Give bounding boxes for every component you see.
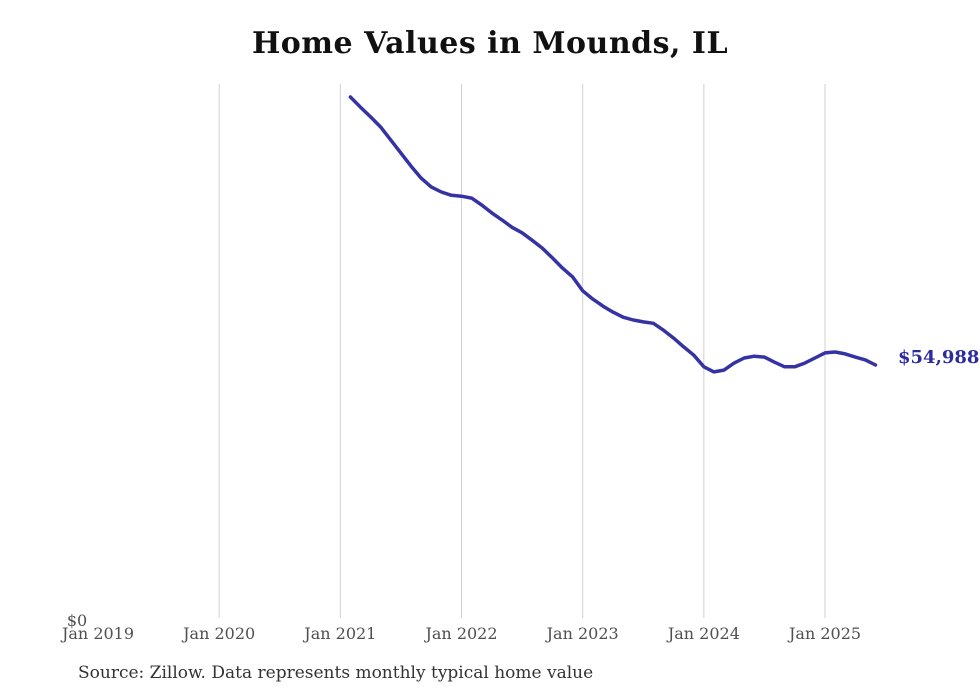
x-tick-label: Jan 2019 xyxy=(60,624,134,643)
home-value-line xyxy=(348,95,878,374)
end-value-label: $54,988 xyxy=(898,347,980,368)
x-tick-label: Jan 2022 xyxy=(423,624,497,643)
x-tick-label: Jan 2025 xyxy=(787,624,861,643)
x-tick-label: Jan 2020 xyxy=(181,624,255,643)
x-tick-label: Jan 2023 xyxy=(545,624,619,643)
x-tick-label: Jan 2021 xyxy=(302,624,376,643)
y-zero-label: $0 xyxy=(66,611,88,630)
source-note: Source: Zillow. Data represents monthly … xyxy=(78,663,594,683)
chart-title: Home Values in Mounds, IL xyxy=(251,26,729,61)
x-tick-label: Jan 2024 xyxy=(666,624,740,643)
